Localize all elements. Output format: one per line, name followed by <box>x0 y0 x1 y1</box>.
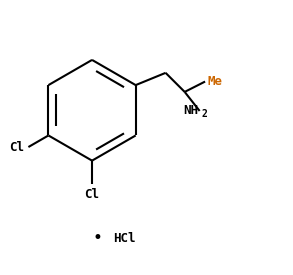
Text: HCl: HCl <box>113 232 136 245</box>
Text: Me: Me <box>208 75 223 88</box>
Text: Cl: Cl <box>85 188 100 201</box>
Text: 2: 2 <box>201 109 207 119</box>
Text: •: • <box>93 229 103 247</box>
Text: Cl: Cl <box>9 141 24 153</box>
Text: NH: NH <box>183 104 198 117</box>
